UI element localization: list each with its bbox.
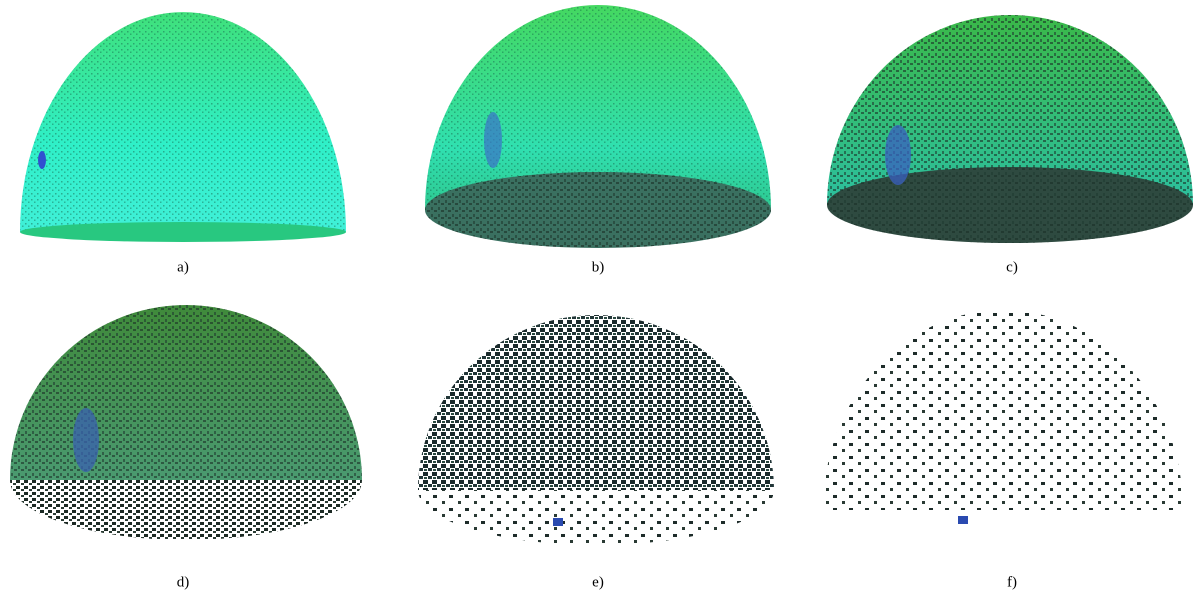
dome-points (10, 305, 362, 480)
panel-a: a) (20, 12, 346, 275)
page: a) b) c) d) e) f) (() => { c (0, 0, 1199, 595)
floor-points (10, 480, 362, 540)
floor-points (425, 172, 771, 248)
panel-d: d) (10, 305, 362, 590)
floor (823, 510, 1183, 570)
figure: a) b) c) d) e) f) (0, 0, 1199, 595)
panel-label: a) (177, 259, 189, 275)
floor-points (827, 167, 1193, 243)
dome-points (20, 12, 346, 232)
marker (885, 125, 911, 185)
panel-c: c) (827, 15, 1193, 275)
floor-points (418, 490, 774, 545)
panel-e: e) (418, 315, 774, 590)
panel-f: f) (823, 310, 1183, 590)
panel-label: e) (592, 574, 604, 590)
marker (553, 518, 563, 526)
dome-points (418, 315, 774, 490)
dome-points (823, 310, 1183, 510)
marker (38, 151, 46, 169)
panel-label: c) (1006, 259, 1018, 275)
marker (73, 408, 99, 472)
panel-label: b) (592, 259, 605, 275)
panel-label: f) (1007, 574, 1017, 590)
panel-b: b) (425, 5, 771, 275)
marker (958, 516, 968, 524)
marker (484, 112, 502, 168)
panel-label: d) (177, 574, 190, 590)
dome-base (20, 222, 346, 242)
